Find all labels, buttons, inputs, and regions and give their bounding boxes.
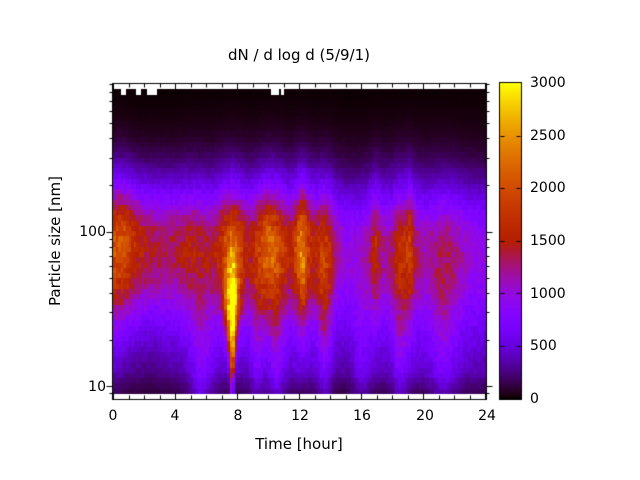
x-tick-label: 20 [416, 408, 434, 424]
x-tick-label: 8 [233, 408, 243, 424]
colorbar-tick-label: 2000 [530, 180, 566, 196]
colorbar-tick-label: 1000 [530, 286, 566, 302]
x-tick-label: 4 [170, 408, 180, 424]
y-tick-label: 10 [88, 379, 106, 395]
colorbar-tick-label: 3000 [530, 75, 566, 91]
x-tick-label: 16 [353, 408, 371, 424]
y-tick-label: 100 [79, 224, 106, 240]
x-axis-title: Time [hour] [255, 435, 343, 453]
colorbar-tick-label: 0 [530, 391, 539, 407]
colorbar-tick-label: 2500 [530, 128, 566, 144]
colorbar-tick-label: 1500 [530, 233, 566, 249]
x-tick-label: 12 [291, 408, 309, 424]
chart-title: dN / d log d (5/9/1) [228, 46, 370, 64]
x-tick-label: 24 [478, 408, 496, 424]
colorbar-tick-label: 500 [530, 338, 557, 354]
y-axis-title: Particle size [nm] [46, 176, 64, 306]
x-tick-label: 0 [108, 408, 118, 424]
